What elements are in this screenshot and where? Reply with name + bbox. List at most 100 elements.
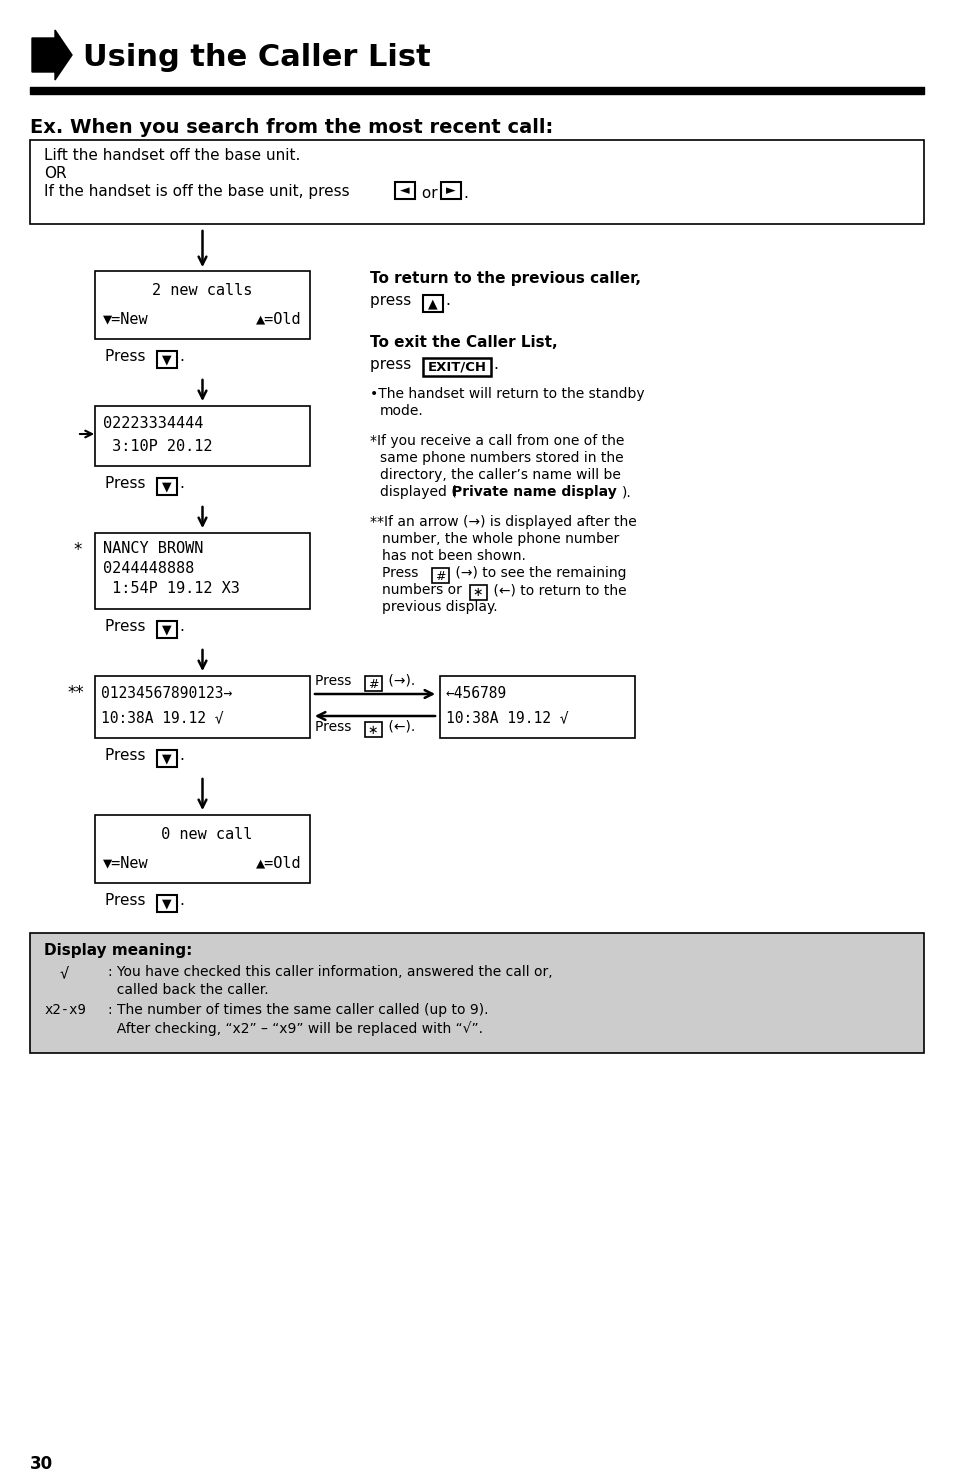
Text: 2 new calls: 2 new calls (152, 283, 253, 298)
Bar (30, 140, 923, 224)
Text: directory, the caller’s name will be: directory, the caller’s name will be (379, 468, 620, 482)
Bar (422, 358, 491, 376)
Text: .: . (179, 892, 184, 909)
Text: ▼: ▼ (162, 752, 172, 766)
Text: 0 new call: 0 new call (152, 827, 253, 842)
Text: x2-x9: x2-x9 (44, 1003, 86, 1016)
Text: press: press (370, 294, 416, 308)
Text: press: press (370, 357, 416, 372)
Bar (157, 895, 177, 912)
Text: ▼: ▼ (162, 622, 172, 636)
Bar (365, 721, 381, 738)
Bar (157, 621, 177, 639)
Text: #: # (367, 677, 377, 690)
Text: OR: OR (44, 167, 67, 181)
Text: 30: 30 (30, 1454, 53, 1474)
Text: Press: Press (105, 620, 151, 634)
Bar (157, 478, 177, 496)
Text: ∗: ∗ (473, 587, 483, 599)
Text: Display meaning:: Display meaning: (44, 943, 193, 957)
Text: *If you receive a call from one of the: *If you receive a call from one of the (370, 434, 623, 448)
Text: Private name display: Private name display (452, 485, 616, 499)
Text: After checking, “x2” – “x9” will be replaced with “√”.: After checking, “x2” – “x9” will be repl… (108, 1021, 482, 1035)
Text: same phone numbers stored in the: same phone numbers stored in the (379, 451, 623, 465)
Text: #: # (435, 569, 445, 583)
Bar (440, 181, 460, 199)
Text: displayed (: displayed ( (379, 485, 456, 499)
Text: .: . (179, 748, 184, 763)
Bar (30, 934, 923, 1053)
Bar (157, 749, 177, 767)
Text: (←) to return to the: (←) to return to the (489, 583, 626, 597)
Text: ▼: ▼ (162, 479, 172, 493)
Bar (157, 351, 177, 367)
Text: .: . (179, 620, 184, 634)
Text: previous display.: previous display. (381, 600, 497, 614)
Bar (470, 586, 486, 600)
Text: mode.: mode. (379, 404, 423, 417)
Polygon shape (32, 30, 71, 80)
Text: numbers or: numbers or (381, 583, 466, 597)
Text: ▼: ▼ (162, 897, 172, 910)
Text: : You have checked this caller information, answered the call or,: : You have checked this caller informati… (108, 965, 552, 979)
Text: Lift the handset off the base unit.: Lift the handset off the base unit. (44, 148, 300, 164)
Text: ∗: ∗ (367, 724, 377, 736)
Text: *: * (73, 541, 81, 559)
Text: Press: Press (105, 350, 151, 364)
Text: (→).: (→). (384, 674, 415, 687)
Text: or: or (416, 186, 442, 201)
Bar (422, 295, 442, 313)
Text: 1:54P 19.12 X3: 1:54P 19.12 X3 (103, 581, 239, 596)
Bar (95, 816, 310, 884)
Bar (95, 532, 310, 609)
Text: .: . (179, 476, 184, 491)
Text: has not been shown.: has not been shown. (381, 549, 525, 563)
Text: Press: Press (381, 566, 422, 580)
Text: ▼=New: ▼=New (103, 855, 149, 870)
Text: ).: ). (621, 485, 631, 499)
Text: Press: Press (105, 892, 151, 909)
Text: 10:38A 19.12 √: 10:38A 19.12 √ (446, 709, 568, 726)
Text: 10:38A 19.12 √: 10:38A 19.12 √ (101, 709, 223, 726)
Text: number, the whole phone number: number, the whole phone number (381, 532, 618, 546)
Text: Press: Press (105, 748, 151, 763)
Text: If the handset is off the base unit, press: If the handset is off the base unit, pre… (44, 184, 355, 199)
Bar (95, 676, 310, 738)
Text: .: . (462, 186, 467, 201)
Bar (95, 271, 310, 339)
Text: 3:10P 20.12: 3:10P 20.12 (103, 440, 213, 454)
Text: ▲=Old: ▲=Old (256, 311, 302, 326)
Bar (365, 676, 381, 690)
Text: .: . (444, 294, 450, 308)
Text: called back the caller.: called back the caller. (108, 982, 269, 997)
Text: Press: Press (314, 674, 355, 687)
Text: Using the Caller List: Using the Caller List (83, 43, 431, 72)
Text: .: . (179, 350, 184, 364)
Text: ▼=New: ▼=New (103, 311, 149, 326)
Text: √: √ (60, 965, 69, 979)
Text: ►: ► (446, 184, 456, 198)
Text: ▲: ▲ (428, 298, 437, 311)
Text: EXIT/CH: EXIT/CH (427, 360, 486, 373)
Text: 0244448888: 0244448888 (103, 560, 194, 577)
Text: To exit the Caller List,: To exit the Caller List, (370, 335, 558, 350)
Text: .: . (493, 357, 497, 372)
Text: Ex. When you search from the most recent call:: Ex. When you search from the most recent… (30, 118, 553, 137)
Bar (432, 568, 449, 583)
Text: ←456789: ←456789 (446, 686, 507, 701)
Text: (←).: (←). (384, 720, 415, 735)
Text: To return to the previous caller,: To return to the previous caller, (370, 271, 640, 286)
Text: 01234567890123→: 01234567890123→ (101, 686, 232, 701)
Bar (95, 406, 310, 466)
Bar (439, 676, 635, 738)
Text: ▼: ▼ (162, 353, 172, 366)
Text: 02223334444: 02223334444 (103, 416, 203, 431)
Text: (→) to see the remaining: (→) to see the remaining (451, 566, 626, 580)
Bar (395, 181, 415, 199)
Text: Press: Press (314, 720, 355, 735)
Text: NANCY BROWN: NANCY BROWN (103, 541, 203, 556)
Text: : The number of times the same caller called (up to 9).: : The number of times the same caller ca… (108, 1003, 488, 1016)
Text: ▲=Old: ▲=Old (256, 855, 302, 870)
Text: Press: Press (105, 476, 151, 491)
Text: •The handset will return to the standby: •The handset will return to the standby (370, 386, 644, 401)
